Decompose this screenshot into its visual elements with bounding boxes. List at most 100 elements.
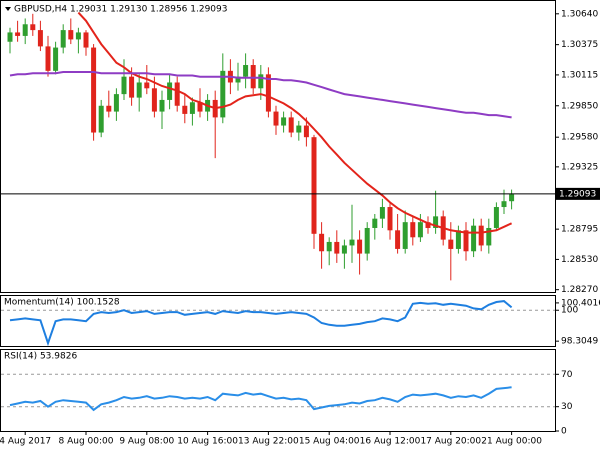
candle-body	[167, 82, 173, 100]
candle-body	[471, 225, 477, 252]
candle-body	[281, 117, 287, 126]
momentum-panel	[0, 295, 556, 347]
candle-body	[30, 24, 36, 31]
y-tick-label: 1.29325	[561, 162, 598, 172]
moving-average	[9, 71, 512, 119]
candle-body	[486, 227, 492, 246]
candle-body	[182, 105, 188, 114]
candle-body	[334, 241, 340, 254]
candle-body	[395, 230, 401, 249]
candle-body	[379, 207, 385, 219]
candle-body	[265, 74, 271, 112]
y-tick-label: 30	[561, 402, 573, 412]
candle-body	[425, 222, 431, 228]
candle-body	[288, 117, 294, 133]
x-tick-label: 13 Aug 22:00	[238, 437, 299, 447]
candle-body	[258, 74, 264, 89]
y-tick-label: 1.29850	[561, 101, 598, 111]
candle-body	[98, 105, 104, 133]
candle-body	[357, 239, 363, 254]
candle-body	[417, 222, 423, 238]
candle-body	[364, 227, 370, 254]
candle-body	[15, 32, 21, 36]
y-tick-label: 1.28270	[561, 285, 598, 295]
y-tick-label: 1.29580	[561, 133, 598, 143]
candle-body	[91, 47, 97, 133]
candle-body	[37, 30, 43, 47]
candle-body	[121, 76, 127, 95]
candle-body	[136, 82, 142, 98]
y-tick-label: 98.3049	[561, 337, 598, 347]
candle-body	[319, 233, 325, 252]
y-tick-label: 70	[561, 370, 573, 380]
candle-body	[509, 194, 515, 202]
price-panel	[0, 0, 556, 293]
x-tick-label: 9 Aug 08:00	[119, 437, 174, 447]
candle-body	[387, 207, 393, 231]
y-tick-label: 1.30375	[561, 40, 598, 50]
candle-body	[410, 222, 416, 238]
candle-body	[53, 47, 59, 71]
candle-body	[68, 30, 74, 40]
last-price-label: 1.29093	[559, 189, 596, 199]
y-tick-label: 1.30640	[561, 9, 598, 19]
x-tick-label: 21 Aug 00:00	[481, 437, 542, 447]
candle-body	[113, 94, 119, 112]
y-tick-label: 1.28530	[561, 255, 598, 265]
candle-body	[341, 245, 347, 254]
candle-body	[144, 82, 150, 89]
candle-body	[326, 241, 332, 252]
y-tick-label: 100	[561, 306, 578, 316]
moving-average	[77, 11, 513, 234]
indicator-line	[9, 300, 513, 347]
candle-body	[243, 65, 249, 77]
x-tick-label: 17 Aug 20:00	[420, 437, 481, 447]
candle-body	[478, 225, 484, 246]
x-tick-label: 8 Aug 00:00	[59, 437, 114, 447]
candle-body	[402, 222, 408, 249]
candle-body	[311, 137, 317, 234]
candle-body	[493, 207, 499, 228]
candle-body	[22, 24, 28, 36]
rsi-panel	[0, 349, 556, 432]
candle-body	[448, 239, 454, 249]
candle-body	[189, 102, 195, 114]
candle-body	[45, 46, 51, 71]
candle-body	[83, 32, 89, 48]
last-price-box	[555, 187, 600, 200]
candle-body	[60, 30, 66, 48]
candle-body	[303, 125, 309, 138]
candle-body	[159, 99, 165, 112]
candle-body	[235, 76, 241, 83]
candle-body	[349, 239, 355, 246]
candle-body	[106, 105, 112, 112]
x-tick-label: 10 Aug 16:00	[177, 437, 238, 447]
candle-body	[296, 125, 302, 133]
candle-body	[129, 76, 135, 98]
rsi-label: RSI(14) 53.9826	[4, 352, 77, 362]
candle-body	[75, 32, 81, 40]
indicator-line	[9, 386, 512, 412]
y-tick-label: 1.28795	[561, 225, 598, 235]
candle-body	[220, 70, 226, 118]
momentum-label: Momentum(14) 100.1528	[4, 298, 120, 308]
x-tick-label: 15 Aug 04:00	[299, 437, 360, 447]
candle-body	[151, 88, 157, 112]
candle-body	[501, 201, 507, 208]
symbol-header: GBPUSD,H4 1.29031 1.29130 1.28956 1.2909…	[14, 5, 227, 15]
y-tick-label: 0	[561, 427, 567, 437]
x-tick-label: 4 Aug 2017	[0, 437, 51, 447]
y-tick-label: 100.4016	[561, 298, 600, 308]
candle-body	[463, 230, 469, 252]
candle-body	[372, 218, 378, 228]
x-tick-label: 16 Aug 12:00	[360, 437, 421, 447]
candle-body	[174, 82, 180, 106]
candle-body	[197, 102, 203, 112]
candle-body	[455, 230, 461, 249]
candle-body	[433, 216, 439, 228]
candle-body	[7, 32, 13, 42]
y-tick-label: 1.30115	[561, 70, 598, 80]
candle-body	[250, 65, 256, 89]
